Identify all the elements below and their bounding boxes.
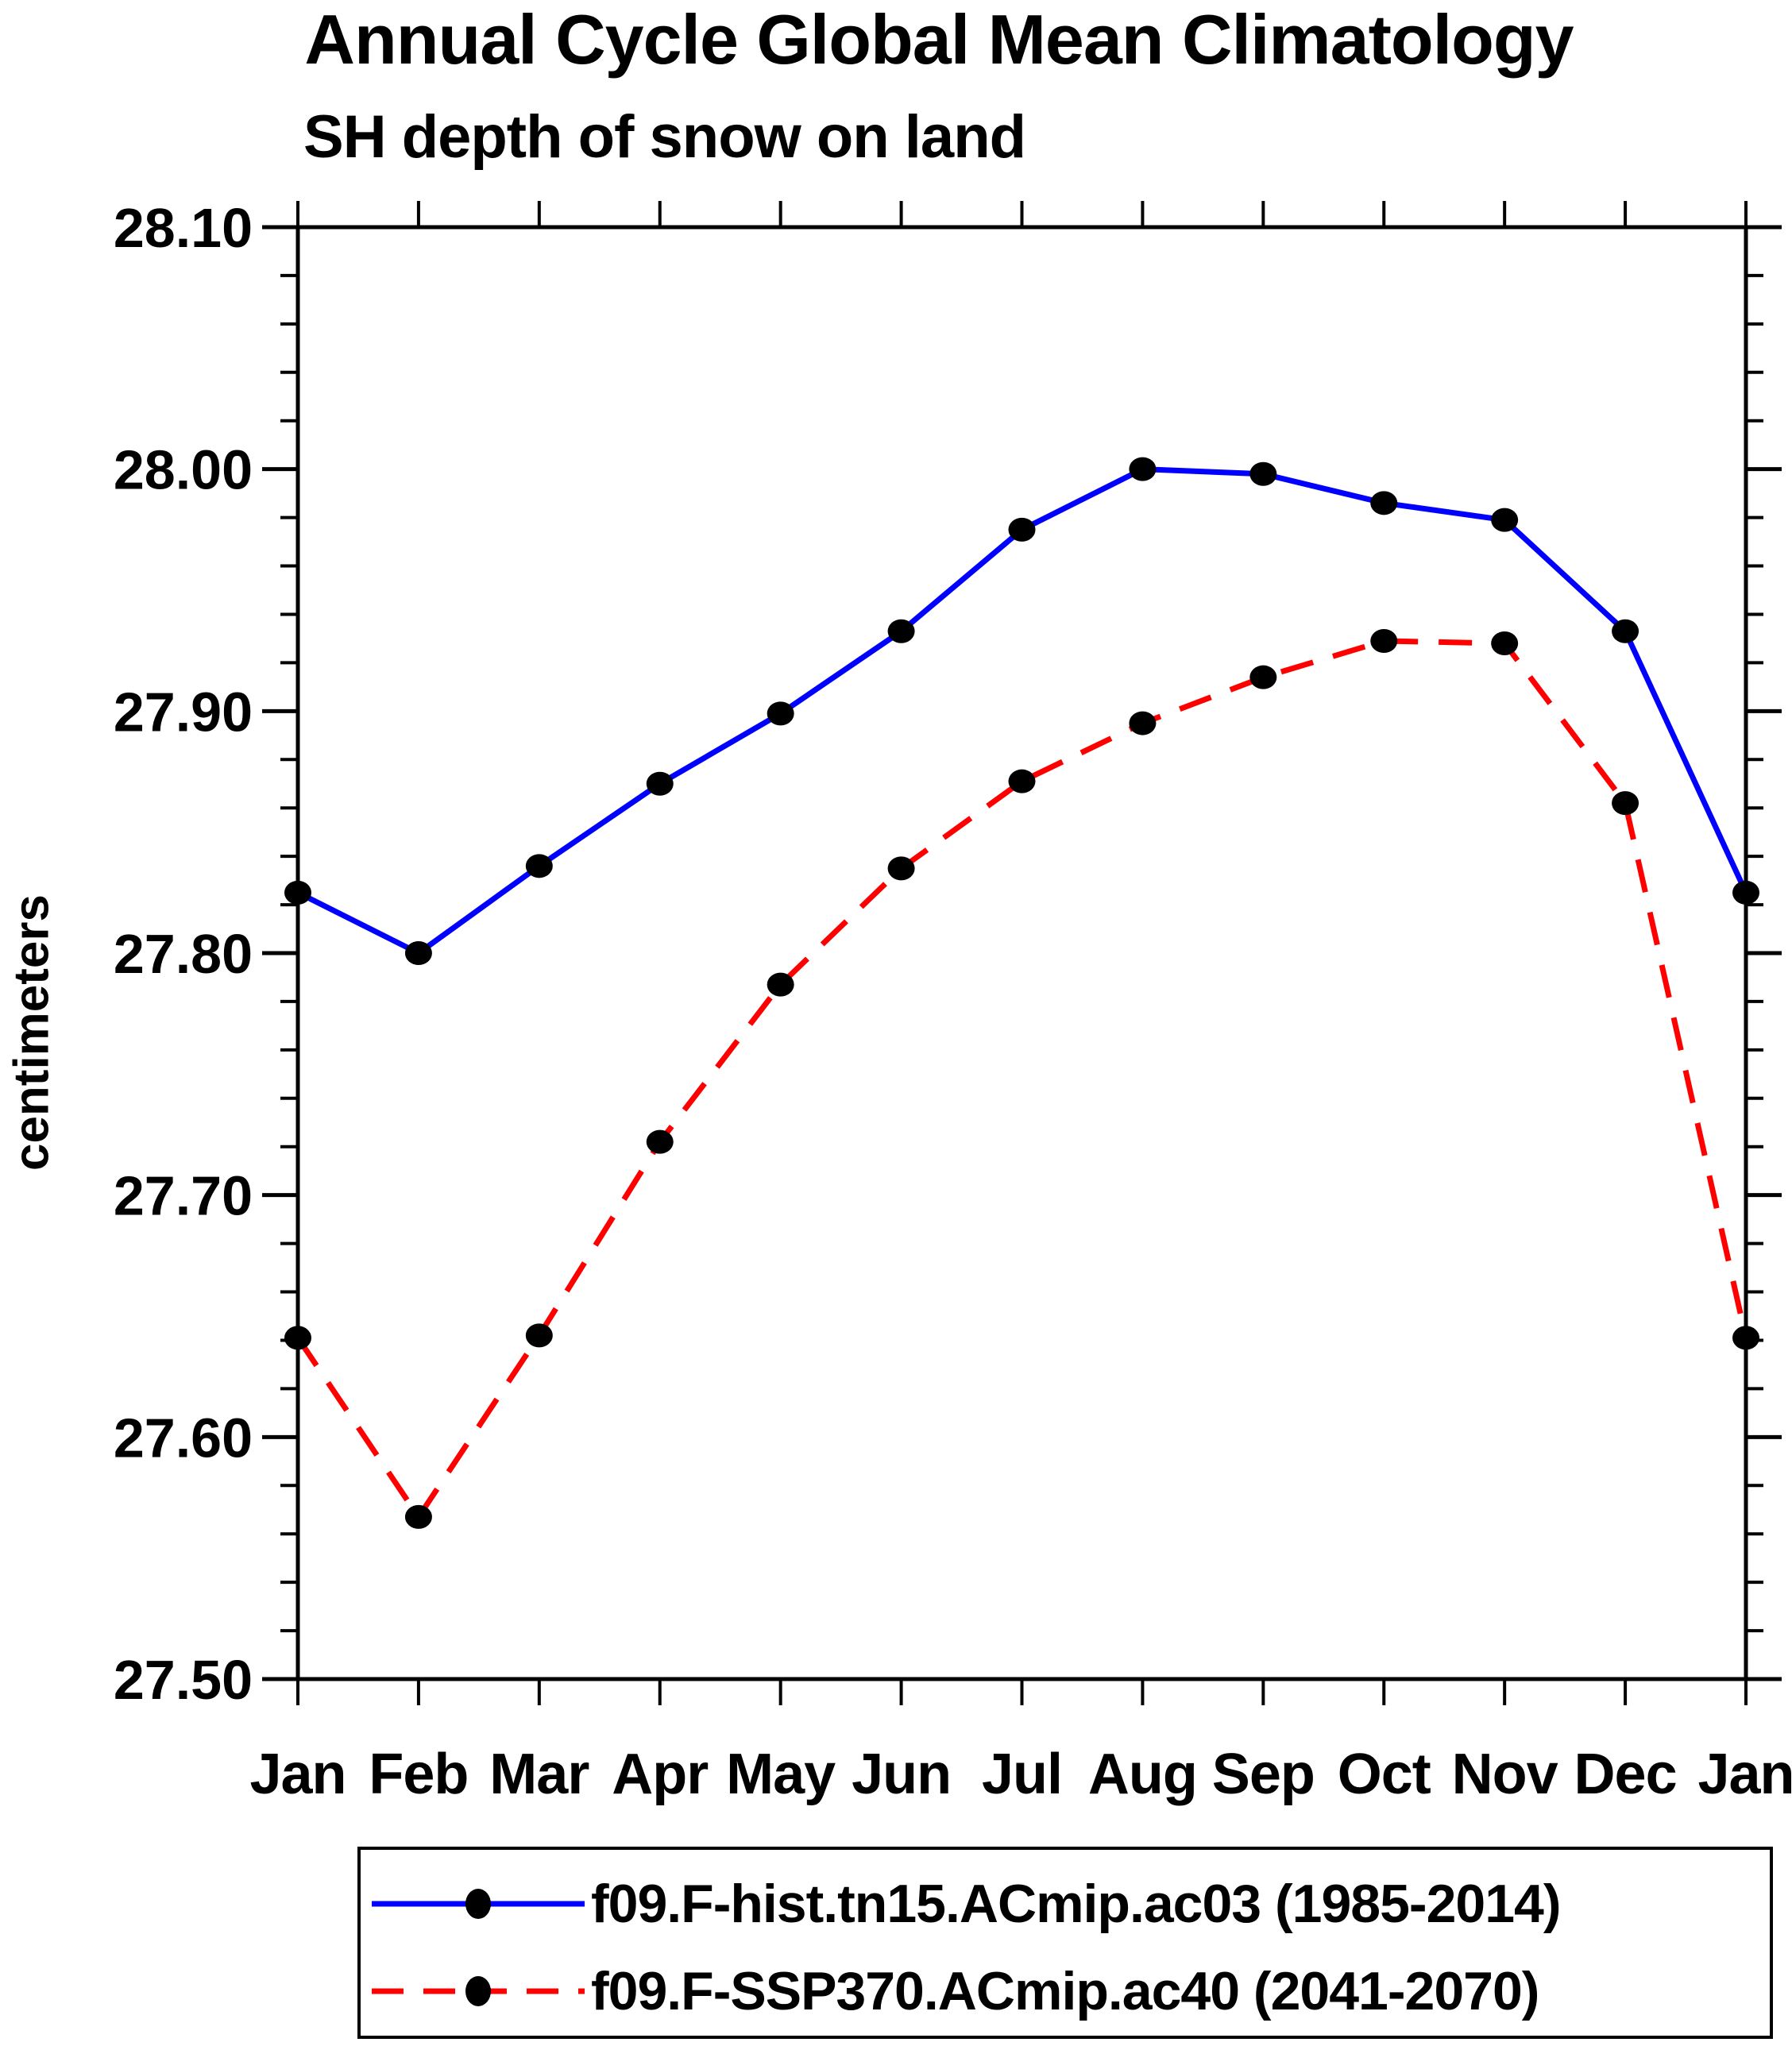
legend-sample-dashed-line <box>372 1976 585 2006</box>
x-tick-label: Feb <box>369 1743 468 1806</box>
data-point-marker <box>1008 769 1036 793</box>
y-tick-label: 27.90 <box>114 681 253 743</box>
data-point-marker <box>646 771 674 796</box>
x-tick-label: Sep <box>1212 1743 1315 1806</box>
x-tick-label: Mar <box>489 1743 589 1806</box>
x-tick-label: Aug <box>1088 1743 1197 1806</box>
data-point-marker <box>1129 711 1157 735</box>
x-tick-label: Nov <box>1452 1743 1558 1806</box>
x-tick-label: Jun <box>852 1743 951 1806</box>
data-point-marker <box>1370 628 1398 653</box>
data-point-marker <box>284 880 311 905</box>
data-point-marker <box>1491 631 1519 656</box>
data-point-marker <box>284 1326 311 1350</box>
legend-label-ssp370: f09.F-SSP370.ACmip.ac40 (2041-2070) <box>591 1961 1539 2021</box>
x-tick-label: Jul <box>982 1743 1062 1806</box>
data-point-marker <box>1612 619 1639 643</box>
data-point-marker <box>887 856 915 881</box>
axis-frame <box>295 225 1748 1681</box>
data-point-marker <box>404 1504 432 1529</box>
chart-subtitle: SH depth of snow on land <box>303 103 1026 171</box>
x-tick-label: May <box>726 1743 836 1806</box>
x-tick-label: Apr <box>612 1743 708 1806</box>
data-point-marker <box>1612 791 1639 816</box>
x-tick-label: Jan <box>249 1743 346 1806</box>
chart-title: Annual Cycle Global Mean Climatology <box>304 0 1574 79</box>
y-tick-label: 28.00 <box>114 439 253 501</box>
series-line-0 <box>296 466 1749 957</box>
y-tick-label: 27.60 <box>114 1407 253 1469</box>
x-tick-label: Jan <box>1697 1743 1792 1806</box>
data-point-marker <box>1732 880 1759 905</box>
data-point-marker <box>404 941 432 965</box>
data-point-marker <box>1491 508 1519 532</box>
data-point-marker <box>767 972 794 997</box>
legend: f09.F-hist.tn15.ACmip.ac03 (1985-2014) f… <box>357 1847 1773 2039</box>
x-tick-label: Oct <box>1338 1743 1431 1806</box>
legend-label-hist: f09.F-hist.tn15.ACmip.ac03 (1985-2014) <box>591 1874 1561 1934</box>
x-tick-label: Dec <box>1574 1743 1677 1806</box>
data-point-marker <box>767 701 794 726</box>
legend-entry-ssp370: f09.F-SSP370.ACmip.ac40 (2041-2070) <box>365 1961 1539 2021</box>
data-point-marker <box>1370 491 1398 515</box>
data-point-marker <box>1732 1326 1759 1350</box>
y-tick-label: 27.80 <box>114 923 253 985</box>
data-point-marker <box>887 619 915 643</box>
data-point-marker <box>1249 461 1277 486</box>
data-point-marker <box>1129 457 1157 481</box>
data-point-marker <box>525 854 553 878</box>
y-tick-label: 27.70 <box>114 1165 253 1227</box>
legend-marker-icon <box>465 1976 491 2006</box>
legend-marker-icon <box>465 1889 491 1919</box>
data-point-marker <box>1008 517 1036 542</box>
y-tick-label: 28.10 <box>114 197 253 259</box>
data-point-marker <box>646 1129 674 1154</box>
legend-sample-solid-line <box>372 1889 585 1919</box>
y-tick-label: 27.50 <box>114 1649 253 1711</box>
data-point-marker <box>525 1323 553 1348</box>
legend-entry-hist: f09.F-hist.tn15.ACmip.ac03 (1985-2014) <box>365 1874 1561 1934</box>
data-point-marker <box>1249 665 1277 689</box>
